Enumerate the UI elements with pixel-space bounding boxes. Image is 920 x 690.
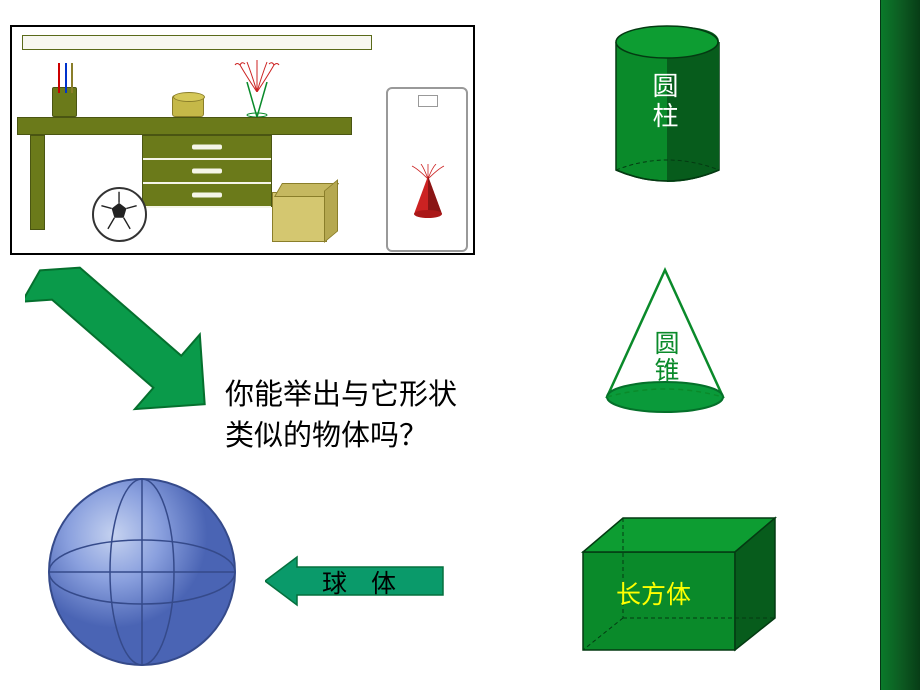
flowers [232,57,282,92]
cardboard-box [272,192,327,242]
drawer-1 [143,136,271,160]
small-cylinder-on-desk [172,95,204,117]
fridge-handle [418,95,438,107]
refrigerator [386,87,468,252]
sphere-label: 球体 [322,564,420,600]
question-line-2: 类似的物体吗？ [225,420,428,452]
pencil-blue [65,63,67,93]
pencil-tan [71,63,73,93]
drawer-2 [143,160,271,184]
desk-top [17,117,352,135]
cuboid-label: 长方体 [616,575,691,611]
desk-drawers [142,135,272,207]
red-cone-on-fridge [406,164,451,219]
pencil-holder [52,87,77,117]
question-text: 你能举出与它形状 类似的物体吗？ [225,375,457,456]
room-scene-illustration [10,25,475,255]
cone-label: 圆锥 [646,330,682,384]
pencil-red [58,63,60,93]
sphere-shape [45,475,240,670]
desk-leg [30,135,45,230]
decorative-side-bar [880,0,920,690]
soccer-ball [92,187,147,242]
cylinder-label: 圆柱 [645,72,682,132]
question-line-1: 你能举出与它形状 [225,379,457,411]
big-diagonal-arrow [25,260,215,420]
drawer-3 [143,184,271,208]
wall-shelf [22,35,372,50]
